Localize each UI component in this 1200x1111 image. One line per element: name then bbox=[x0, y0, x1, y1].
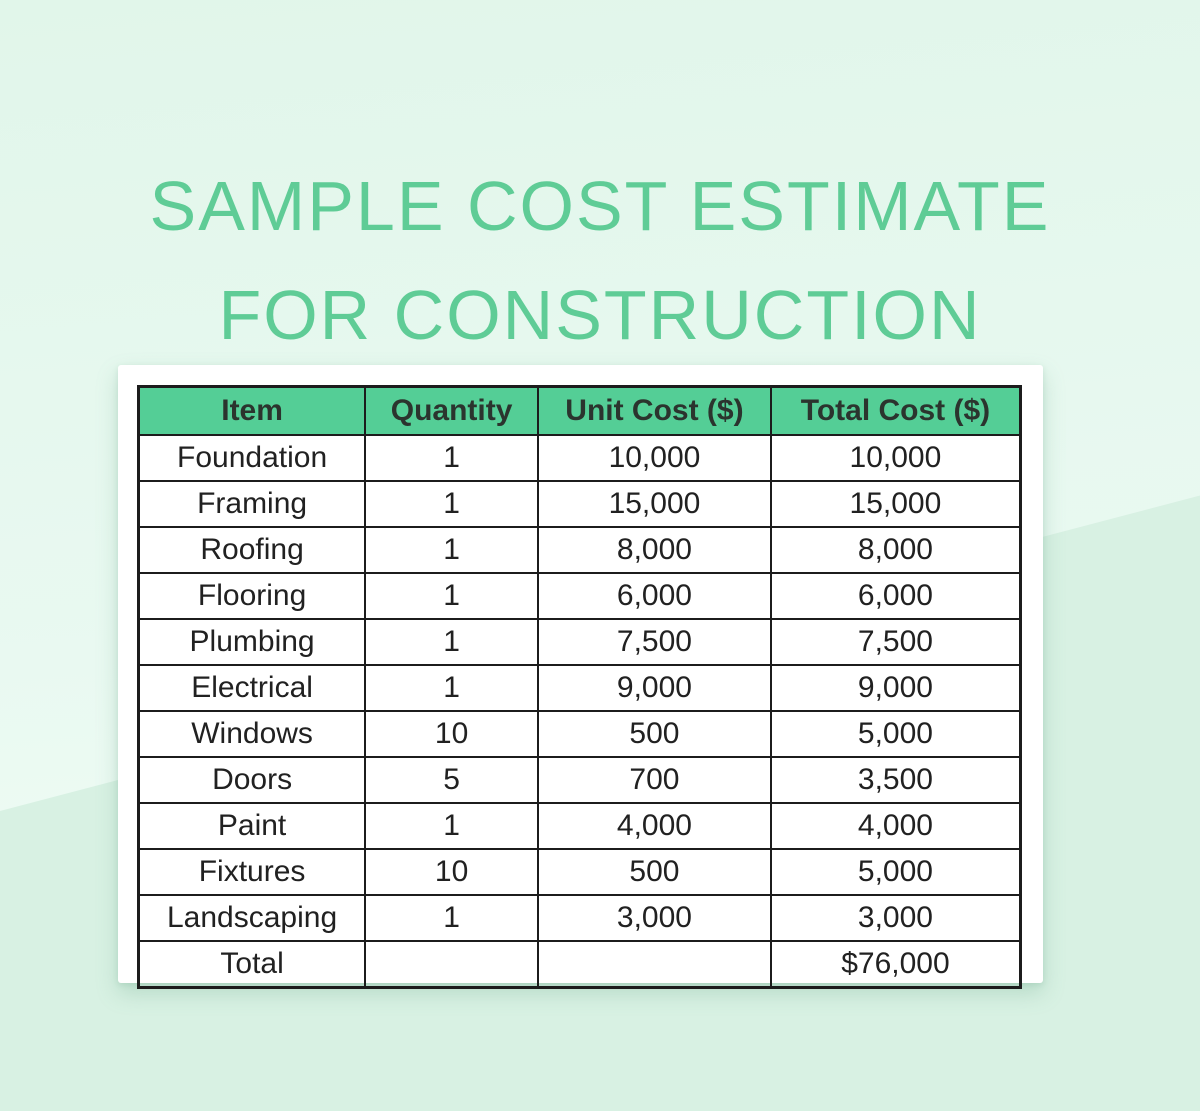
table-row: Doors 5 700 3,500 bbox=[137, 756, 1022, 804]
header-quantity: Quantity bbox=[364, 385, 540, 436]
header-total-cost: Total Cost ($) bbox=[769, 385, 1022, 436]
cell-quantity: 10 bbox=[364, 848, 540, 896]
table-row: Plumbing 1 7,500 7,500 bbox=[137, 618, 1022, 666]
cell-item: Landscaping bbox=[137, 894, 367, 942]
cell-item: Fixtures bbox=[137, 848, 367, 896]
cell-quantity: 1 bbox=[364, 480, 540, 528]
cell-unit-cost: 3,000 bbox=[537, 894, 772, 942]
cell-item: Foundation bbox=[137, 434, 367, 482]
header-item: Item bbox=[137, 385, 367, 436]
cell-unit-cost: 8,000 bbox=[537, 526, 772, 574]
cell-item: Roofing bbox=[137, 526, 367, 574]
cell-total-cost: 10,000 bbox=[769, 434, 1022, 482]
cell-unit-cost: 7,500 bbox=[537, 618, 772, 666]
table-row: Electrical 1 9,000 9,000 bbox=[137, 664, 1022, 712]
cell-quantity: 1 bbox=[364, 572, 540, 620]
cell-quantity: 1 bbox=[364, 618, 540, 666]
cell-total-cost: 9,000 bbox=[769, 664, 1022, 712]
table-row: Roofing 1 8,000 8,000 bbox=[137, 526, 1022, 574]
page-title-line-2: FOR CONSTRUCTION bbox=[218, 275, 982, 354]
cell-item: Framing bbox=[137, 480, 367, 528]
cell-total-cost: 6,000 bbox=[769, 572, 1022, 620]
cell-total-cost: $76,000 bbox=[769, 940, 1022, 989]
cell-quantity: 1 bbox=[364, 434, 540, 482]
cell-total-cost: 4,000 bbox=[769, 802, 1022, 850]
header-row: Item Quantity Unit Cost ($) Total Cost (… bbox=[137, 385, 1022, 436]
cell-unit-cost: 700 bbox=[537, 756, 772, 804]
cell-quantity bbox=[364, 940, 540, 989]
cell-unit-cost: 9,000 bbox=[537, 664, 772, 712]
cell-unit-cost: 4,000 bbox=[537, 802, 772, 850]
table-row: Foundation 1 10,000 10,000 bbox=[137, 434, 1022, 482]
cell-quantity: 10 bbox=[364, 710, 540, 758]
page-title: SAMPLE COST ESTIMATE FOR CONSTRUCTION bbox=[0, 152, 1200, 370]
header-unit-cost: Unit Cost ($) bbox=[537, 385, 772, 436]
cell-unit-cost: 15,000 bbox=[537, 480, 772, 528]
cell-quantity: 1 bbox=[364, 664, 540, 712]
table-body: Foundation 1 10,000 10,000 Framing 1 15,000 15,… bbox=[137, 434, 1022, 989]
cell-item: Flooring bbox=[137, 572, 367, 620]
cell-unit-cost: 10,000 bbox=[537, 434, 772, 482]
cell-total-cost: 3,500 bbox=[769, 756, 1022, 804]
cell-quantity: 1 bbox=[364, 526, 540, 574]
cell-total-cost: 7,500 bbox=[769, 618, 1022, 666]
page-title-line-1: SAMPLE COST ESTIMATE bbox=[149, 166, 1051, 245]
cell-quantity: 1 bbox=[364, 802, 540, 850]
cell-item: Doors bbox=[137, 756, 367, 804]
table-card: Item Quantity Unit Cost ($) Total Cost (… bbox=[118, 365, 1043, 989]
cell-quantity: 1 bbox=[364, 894, 540, 942]
cell-total-cost: 15,000 bbox=[769, 480, 1022, 528]
table-row: Fixtures 10 500 5,000 bbox=[137, 848, 1022, 896]
cell-total-cost: 5,000 bbox=[769, 848, 1022, 896]
cell-item: Plumbing bbox=[137, 618, 367, 666]
cell-item: Total bbox=[137, 940, 367, 989]
cell-total-cost: 5,000 bbox=[769, 710, 1022, 758]
cell-item: Windows bbox=[137, 710, 367, 758]
cell-unit-cost bbox=[537, 940, 772, 989]
table-row: Flooring 1 6,000 6,000 bbox=[137, 572, 1022, 620]
cell-total-cost: 8,000 bbox=[769, 526, 1022, 574]
table-row: Framing 1 15,000 15,000 bbox=[137, 480, 1022, 528]
table-row: Paint 1 4,000 4,000 bbox=[137, 802, 1022, 850]
cell-item: Electrical bbox=[137, 664, 367, 712]
cell-quantity: 5 bbox=[364, 756, 540, 804]
total-row: Total $76,000 bbox=[137, 940, 1022, 989]
cost-estimate-table: Item Quantity Unit Cost ($) Total Cost (… bbox=[137, 385, 1022, 989]
table-row: Windows 10 500 5,000 bbox=[137, 710, 1022, 758]
cell-item: Paint bbox=[137, 802, 367, 850]
cell-unit-cost: 500 bbox=[537, 848, 772, 896]
cell-unit-cost: 6,000 bbox=[537, 572, 772, 620]
cell-unit-cost: 500 bbox=[537, 710, 772, 758]
table-row: Landscaping 1 3,000 3,000 bbox=[137, 894, 1022, 942]
cell-total-cost: 3,000 bbox=[769, 894, 1022, 942]
